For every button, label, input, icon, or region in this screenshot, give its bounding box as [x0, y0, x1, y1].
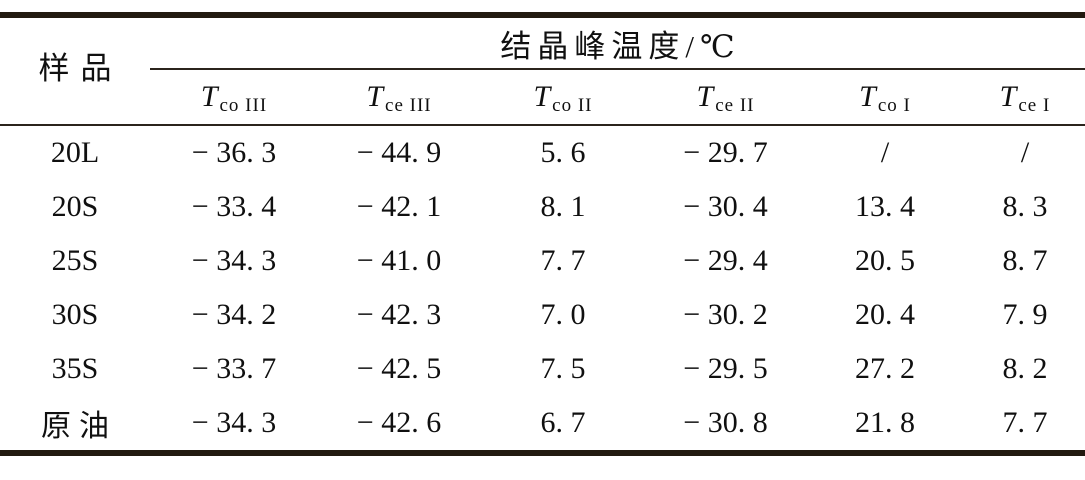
row-label: 原油 — [41, 410, 117, 443]
column-header-symbol: T — [999, 80, 1017, 113]
span-column-header: 结晶峰温度/℃ — [150, 18, 1085, 70]
table-cell: / — [1020, 136, 1030, 169]
table-body: 20L − 36. 3 − 44. 9 5. 6 − 29. 7 / / 20S… — [0, 126, 1085, 450]
table-cell: − 33. 7 — [191, 352, 277, 385]
table-cell: − 42. 5 — [356, 352, 442, 385]
table-cell: − 42. 6 — [356, 406, 442, 439]
row-label: 30S — [51, 298, 99, 331]
column-header-subscript: ce I — [1018, 95, 1051, 116]
table-row-crude-oil: 原油 − 34. 3 − 42. 6 6. 7 − 30. 8 21. 8 7.… — [0, 396, 1085, 450]
table-row-25S: 25S − 34. 3 − 41. 0 7. 7 − 29. 4 20. 5 8… — [0, 234, 1085, 288]
table-cell: 21. 8 — [855, 406, 915, 439]
column-header-symbol: T — [859, 80, 876, 113]
table-cell: 7. 7 — [1002, 406, 1048, 439]
table-cell: − 34. 3 — [191, 406, 277, 439]
table-cell: 7. 7 — [540, 244, 586, 277]
column-header-symbol: T — [696, 80, 714, 113]
table-cell: − 34. 3 — [191, 244, 277, 277]
row-label: 20S — [51, 190, 99, 223]
column-header-subscript: co II — [552, 95, 593, 116]
table-cell: 8. 2 — [1002, 352, 1048, 385]
column-header-symbol: T — [366, 80, 384, 113]
table-cell: 8. 7 — [1002, 244, 1048, 277]
table-cell: − 44. 9 — [356, 136, 442, 169]
table-row-35S: 35S − 33. 7 − 42. 5 7. 5 − 29. 5 27. 2 8… — [0, 342, 1085, 396]
column-header-symbol: T — [200, 80, 218, 113]
table-cell: − 29. 4 — [683, 244, 768, 277]
table-cell: − 41. 0 — [356, 244, 442, 277]
table-cell: 7. 5 — [540, 352, 586, 385]
table-cell: 8. 1 — [540, 190, 586, 223]
table-cell: − 33. 4 — [191, 190, 277, 223]
table-cell: 8. 3 — [1002, 190, 1048, 223]
column-header-subscript: ce II — [715, 95, 755, 116]
table-cell: − 42. 3 — [356, 298, 442, 331]
table-cell: / — [880, 136, 890, 169]
table-cell: 5. 6 — [540, 136, 586, 169]
table-cell: 6. 7 — [540, 406, 586, 439]
table-cell: − 30. 2 — [683, 298, 768, 331]
table-cell: − 30. 4 — [683, 190, 768, 223]
table-cell: 7. 9 — [1002, 298, 1048, 331]
column-header-subscript: co I — [877, 95, 911, 116]
sample-column-header: 样品 — [38, 50, 123, 86]
table-row-30S: 30S − 34. 2 − 42. 3 7. 0 − 30. 2 20. 4 7… — [0, 288, 1085, 342]
table-cell: 20. 4 — [855, 298, 915, 331]
column-header-subscript: ce III — [385, 95, 432, 116]
table-cell: 7. 0 — [540, 298, 586, 331]
row-label: 20L — [50, 136, 100, 169]
table-row-20L: 20L − 36. 3 − 44. 9 5. 6 − 29. 7 / / — [0, 126, 1085, 180]
table-cell: 27. 2 — [855, 352, 915, 385]
table-cell: − 30. 8 — [683, 406, 768, 439]
table-cell: 20. 5 — [855, 244, 915, 277]
table-cell: − 29. 5 — [683, 352, 768, 385]
table-cell: − 36. 3 — [191, 136, 277, 169]
column-header-symbol: T — [533, 80, 551, 113]
table-cell: − 34. 2 — [191, 298, 277, 331]
table-cell: − 42. 1 — [356, 190, 442, 223]
column-header-subscript: co III — [219, 95, 268, 116]
table-cell: − 29. 7 — [683, 136, 768, 169]
row-label: 25S — [51, 244, 99, 277]
row-label: 35S — [51, 352, 99, 385]
table-cell: 13. 4 — [855, 190, 915, 223]
table-row-20S: 20S − 33. 4 − 42. 1 8. 1 − 30. 4 13. 4 8… — [0, 180, 1085, 234]
